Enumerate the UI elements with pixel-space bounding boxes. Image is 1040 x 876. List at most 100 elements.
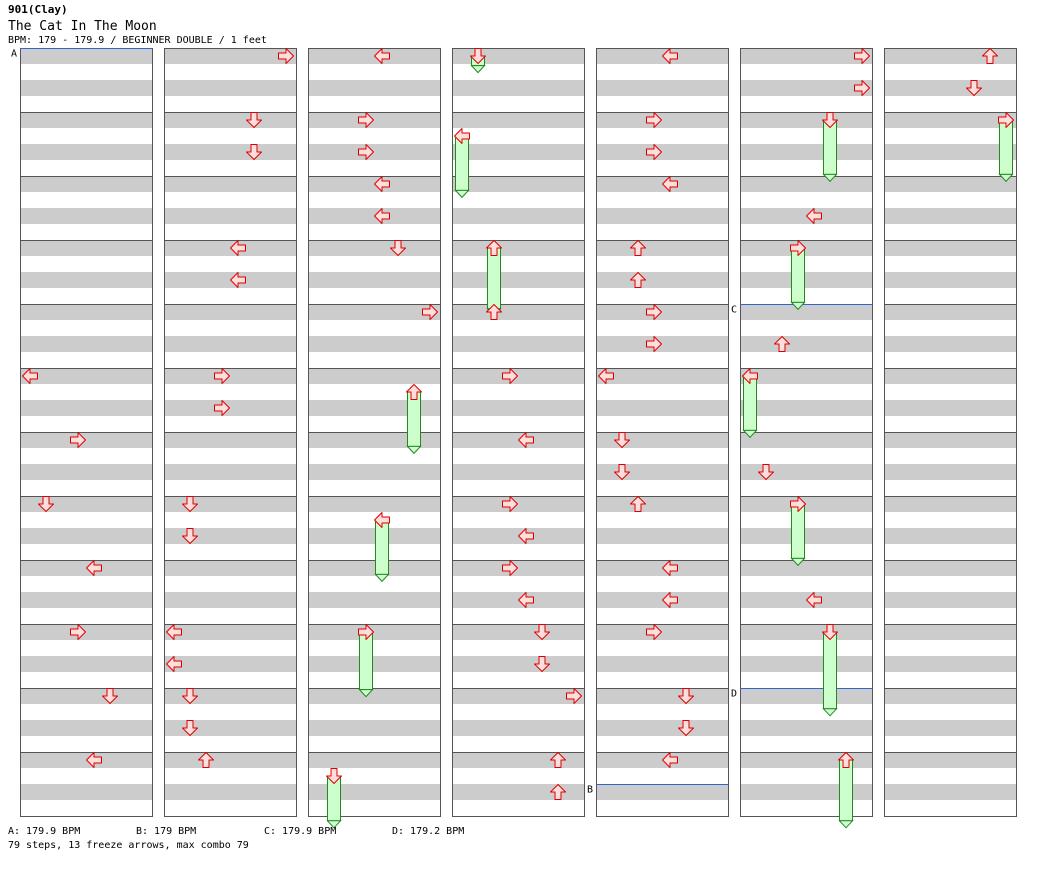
bpm-change-label: A <box>11 49 17 60</box>
beat-stripe <box>740 336 872 352</box>
beat-stripe <box>884 144 1016 160</box>
beat-stripe <box>596 400 728 416</box>
beat-stripe <box>884 176 1016 192</box>
step-arrow <box>86 752 102 768</box>
beat-stripe <box>308 656 440 672</box>
step-arrow <box>662 48 678 64</box>
beat-stripe <box>20 688 152 704</box>
step-arrow <box>630 272 646 288</box>
beat-stripe <box>740 304 872 320</box>
beat-stripe <box>20 656 152 672</box>
beat-stripe <box>20 112 152 128</box>
step-arrow <box>198 752 214 768</box>
beat-stripe <box>740 176 872 192</box>
beat-stripe <box>164 592 296 608</box>
beat-stripe <box>308 752 440 768</box>
beat-stripe <box>164 336 296 352</box>
beat-stripe <box>884 720 1016 736</box>
step-arrow <box>374 176 390 192</box>
step-arrow <box>374 48 390 64</box>
bpm-legend-c: C: 179.9 BPM <box>264 826 337 837</box>
beat-stripe <box>452 400 584 416</box>
beat-stripe <box>20 496 152 512</box>
freeze-arrow-tail <box>790 557 806 567</box>
step-arrow <box>486 240 502 256</box>
step-arrow <box>790 240 806 256</box>
step-arrow <box>246 112 262 128</box>
step-arrow <box>806 592 822 608</box>
beat-stripe <box>164 80 296 96</box>
beat-stripe <box>596 784 728 800</box>
step-arrow <box>374 512 390 528</box>
step-arrow <box>630 240 646 256</box>
freeze-arrow-body <box>823 119 837 175</box>
step-arrow <box>502 368 518 384</box>
step-arrow <box>502 560 518 576</box>
beat-stripe <box>164 304 296 320</box>
step-chart: A B C D <box>11 48 1017 829</box>
freeze-arrow-body <box>791 503 805 559</box>
beat-stripe <box>164 656 296 672</box>
beat-stripe <box>884 80 1016 96</box>
beat-stripe <box>20 80 152 96</box>
beat-stripe <box>884 240 1016 256</box>
beat-stripe <box>20 48 152 64</box>
freeze-arrow-body <box>359 631 373 691</box>
beat-stripe <box>740 144 872 160</box>
beat-stripe <box>452 144 584 160</box>
bpm-legend-a: A: 179.9 BPM <box>8 826 81 837</box>
step-arrow <box>982 48 998 64</box>
step-arrow <box>518 432 534 448</box>
beat-stripe <box>740 464 872 480</box>
step-arrow <box>470 48 486 64</box>
step-arrow <box>566 688 582 704</box>
beat-stripe <box>308 560 440 576</box>
beat-stripe <box>884 560 1016 576</box>
beat-stripe <box>20 720 152 736</box>
beat-stripe <box>452 304 584 320</box>
beat-stripe <box>884 496 1016 512</box>
beat-stripe <box>20 336 152 352</box>
song-title: The Cat In The Moon <box>8 19 157 34</box>
freeze-arrow-body <box>407 391 421 447</box>
beat-stripe <box>164 752 296 768</box>
step-arrow <box>502 496 518 512</box>
beat-stripe <box>884 112 1016 128</box>
beat-stripe <box>452 624 584 640</box>
step-arrow <box>374 208 390 224</box>
beat-stripe <box>596 368 728 384</box>
step-arrow <box>646 624 662 640</box>
chart-stats: 79 steps, 13 freeze arrows, max combo 79 <box>8 840 249 851</box>
step-arrow <box>278 48 294 64</box>
step-arrow <box>518 592 534 608</box>
beat-stripe <box>164 432 296 448</box>
beat-stripe <box>596 528 728 544</box>
bpm-change-label: C <box>731 305 737 316</box>
freeze-arrow-tail <box>470 65 486 74</box>
step-arrow <box>486 304 502 320</box>
step-arrow <box>166 656 182 672</box>
beat-stripe <box>740 432 872 448</box>
step-arrow <box>38 496 54 512</box>
step-arrow <box>822 624 838 640</box>
beat-stripe <box>596 464 728 480</box>
step-arrow <box>678 720 694 736</box>
beat-stripe <box>884 400 1016 416</box>
freeze-arrow-body <box>999 119 1013 175</box>
step-arrow <box>230 240 246 256</box>
freeze-arrow-tail <box>822 708 838 717</box>
beat-stripe <box>596 656 728 672</box>
step-arrow <box>646 144 662 160</box>
freeze-arrow-tail <box>790 301 806 311</box>
step-arrow <box>550 784 566 800</box>
freeze-arrow-tail <box>406 445 422 455</box>
beat-stripe <box>452 208 584 224</box>
step-arrow <box>70 624 86 640</box>
bpm-change-label: B <box>587 785 593 796</box>
step-arrow <box>790 496 806 512</box>
beat-stripe <box>884 208 1016 224</box>
beat-stripe <box>884 464 1016 480</box>
step-arrow <box>166 624 182 640</box>
freeze-arrow-body <box>743 375 757 431</box>
step-arrow <box>390 240 406 256</box>
